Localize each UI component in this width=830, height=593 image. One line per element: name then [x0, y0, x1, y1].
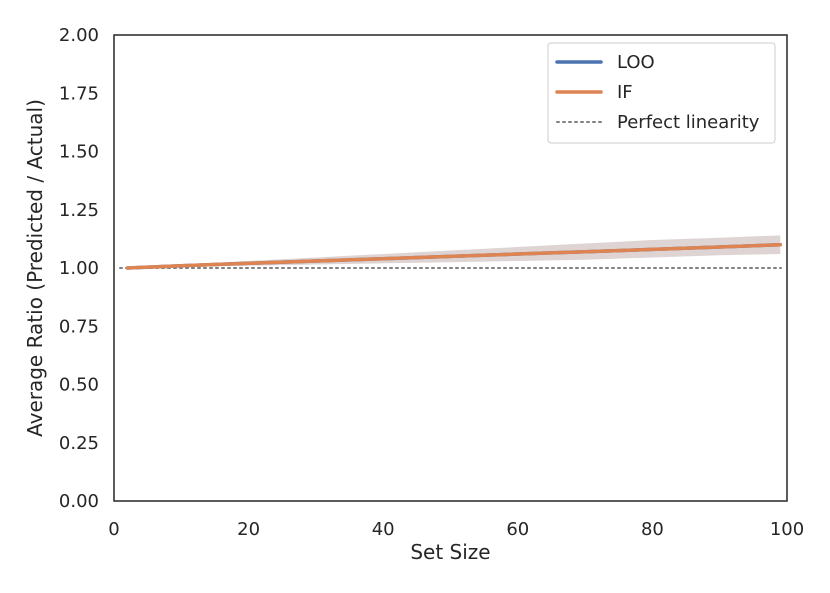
y-tick-label: 0.75: [59, 316, 99, 337]
x-tick-label: 80: [641, 519, 664, 540]
y-axis-title: Average Ratio (Predicted / Actual): [23, 99, 47, 437]
x-tick-label: 40: [372, 519, 395, 540]
x-axis-title: Set Size: [410, 540, 490, 564]
y-tick-label: 1.75: [59, 83, 99, 104]
band-if: [127, 235, 781, 268]
y-tick-label: 1.25: [59, 200, 99, 221]
band-loo: [127, 235, 781, 268]
y-tick-label: 0.00: [59, 491, 99, 512]
confidence-bands: [127, 235, 781, 268]
y-tick-label: 1.00: [59, 258, 99, 279]
y-tick-label: 0.50: [59, 375, 99, 396]
x-tick-label: 20: [237, 519, 260, 540]
series-lines: [125, 242, 783, 270]
y-tick-label: 1.50: [59, 142, 99, 163]
plot-frame: [113, 34, 788, 502]
y-tick-label: 2.00: [59, 25, 99, 46]
x-axis: 0 20 40 60 80 100: [108, 519, 804, 540]
x-tick-label: 60: [506, 519, 529, 540]
legend: LOO IF Perfect linearity: [547, 42, 776, 144]
x-tick-label: 100: [770, 519, 804, 540]
x-tick-label: 0: [108, 519, 119, 540]
y-tick-label: 0.25: [59, 433, 99, 454]
legend-label-if: IF: [617, 82, 633, 103]
legend-label-loo: LOO: [617, 52, 655, 73]
series-line-if: [125, 242, 783, 270]
legend-label-perfect-linearity: Perfect linearity: [617, 112, 760, 133]
legend-box: [547, 42, 776, 144]
y-axis: 0.00 0.25 0.50 0.75 1.00 1.25 1.50 1.75 2.00: [59, 25, 99, 512]
